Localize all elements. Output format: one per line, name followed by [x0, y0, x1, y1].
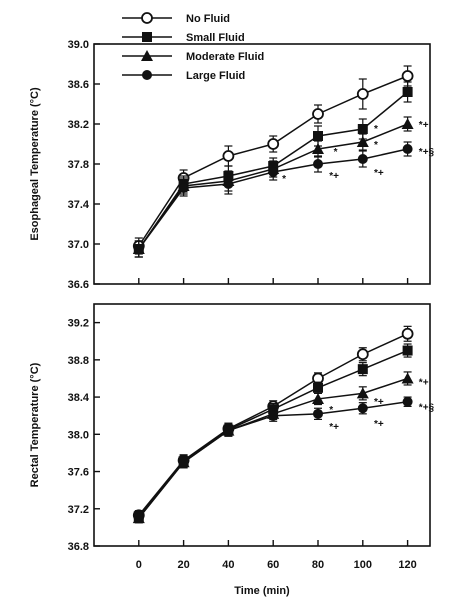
plot-frame	[93, 43, 431, 285]
legend-label: Large Fluid	[186, 70, 245, 82]
data-point	[268, 410, 279, 421]
rectal-panel: 36.8 37.2 37.6 38.0 38.4 38.8 39.2 0 20 40 60 80 100…	[29, 303, 435, 597]
y-axis-title: Esophageal Temperature (°C)	[29, 87, 41, 241]
legend-label: No Fluid	[186, 13, 230, 25]
y-tick-label: 36.8	[68, 541, 89, 553]
data-point	[401, 118, 414, 129]
y-tick-label: 38.8	[68, 355, 89, 367]
esophageal-panel: 36.6 37.0 37.4 37.8 38.2 38.6 39.0 Esophageal T…	[29, 39, 435, 291]
y-tick-label: 38.4	[68, 392, 90, 404]
data-point	[312, 108, 324, 120]
x-tick-label: 60	[267, 559, 279, 571]
data-point	[356, 88, 369, 100]
data-point	[223, 179, 234, 189]
y-tick-label: 37.0	[68, 239, 89, 251]
data-point	[357, 154, 368, 164]
data-point	[313, 382, 323, 393]
data-point	[401, 327, 414, 340]
data-point	[133, 513, 144, 524]
significance-annotation: *	[334, 147, 338, 158]
legend-entry-small-fluid: Small Fluid	[122, 32, 245, 44]
data-point	[401, 70, 414, 82]
x-axis-title: Time (min)	[234, 585, 290, 597]
legend-marker	[142, 70, 152, 80]
data-point	[402, 396, 413, 407]
series-small-fluid	[133, 343, 413, 522]
data-point	[356, 136, 369, 147]
series-moderate-fluid	[132, 371, 414, 524]
data-point	[178, 457, 189, 468]
data-point	[356, 387, 369, 399]
significance-annotation: *+	[419, 120, 429, 131]
data-point	[178, 183, 189, 193]
data-point	[312, 143, 324, 154]
significance-annotation: *+	[374, 419, 384, 430]
x-tick-label: 0	[136, 559, 142, 571]
x-tick-label: 40	[222, 559, 234, 571]
y-tick-label: 38.2	[68, 119, 89, 131]
significance-annotation: *+	[374, 168, 384, 179]
data-point	[357, 124, 368, 134]
significance-annotation: *+	[329, 422, 339, 433]
x-tick-label: 100	[354, 559, 372, 571]
significance-annotation: *	[282, 174, 286, 185]
data-point	[402, 144, 413, 154]
significance-annotation: *+§	[419, 147, 435, 158]
data-point	[312, 392, 324, 404]
y-tick-label: 36.6	[68, 279, 89, 291]
x-tick-label: 80	[312, 559, 324, 571]
significance-annotation: *	[374, 124, 378, 135]
y-tick-label: 37.2	[68, 504, 89, 516]
significance-annotation: *+	[374, 397, 384, 408]
significance-annotation: *+	[419, 377, 429, 388]
legend-entry-large-fluid: Large Fluid	[122, 70, 245, 82]
series-large-fluid	[133, 396, 413, 524]
data-point	[356, 348, 369, 361]
series-line	[138, 349, 408, 517]
data-point	[223, 425, 234, 436]
data-point	[357, 364, 368, 375]
data-point	[313, 408, 323, 419]
series-line	[138, 333, 408, 516]
legend-entry-moderate-fluid: Moderate Fluid	[122, 50, 264, 63]
series-no-fluid	[132, 325, 414, 522]
legend-marker	[142, 32, 152, 42]
data-point	[313, 159, 323, 169]
data-point	[267, 138, 280, 150]
legend: No Fluid Small Fluid Moderate Fluid Large F…	[122, 12, 264, 82]
series-line	[138, 377, 408, 519]
y-tick-label: 37.8	[68, 159, 89, 171]
legend-label: Moderate Fluid	[186, 51, 264, 63]
data-point	[402, 87, 413, 97]
significance-annotation: *+	[329, 171, 339, 182]
data-point	[401, 372, 414, 384]
data-point	[268, 167, 279, 177]
legend-entry-no-fluid: No Fluid	[122, 12, 230, 25]
data-point	[357, 403, 368, 414]
legend-label: Small Fluid	[186, 32, 245, 44]
data-point	[313, 131, 323, 141]
y-tick-label: 39.2	[68, 318, 89, 330]
x-tick-label: 20	[177, 559, 189, 571]
data-point	[402, 345, 413, 356]
y-tick-label: 37.6	[68, 467, 89, 479]
significance-annotation: *	[374, 140, 378, 151]
data-point	[222, 150, 235, 162]
y-tick-label: 38.0	[68, 429, 89, 441]
legend-marker	[141, 12, 153, 24]
plot-frame	[93, 303, 431, 547]
x-tick-label: 120	[398, 559, 416, 571]
data-point	[133, 244, 144, 254]
significance-annotation: *	[329, 405, 333, 416]
significance-annotation: *+§	[419, 402, 435, 413]
legend-marker	[141, 50, 153, 61]
y-tick-label: 37.4	[68, 199, 90, 211]
series-large-fluid	[133, 141, 413, 258]
y-tick-label: 39.0	[68, 39, 89, 51]
y-tick-label: 38.6	[68, 79, 89, 91]
y-axis-title: Rectal Temperature (°C)	[29, 362, 41, 487]
